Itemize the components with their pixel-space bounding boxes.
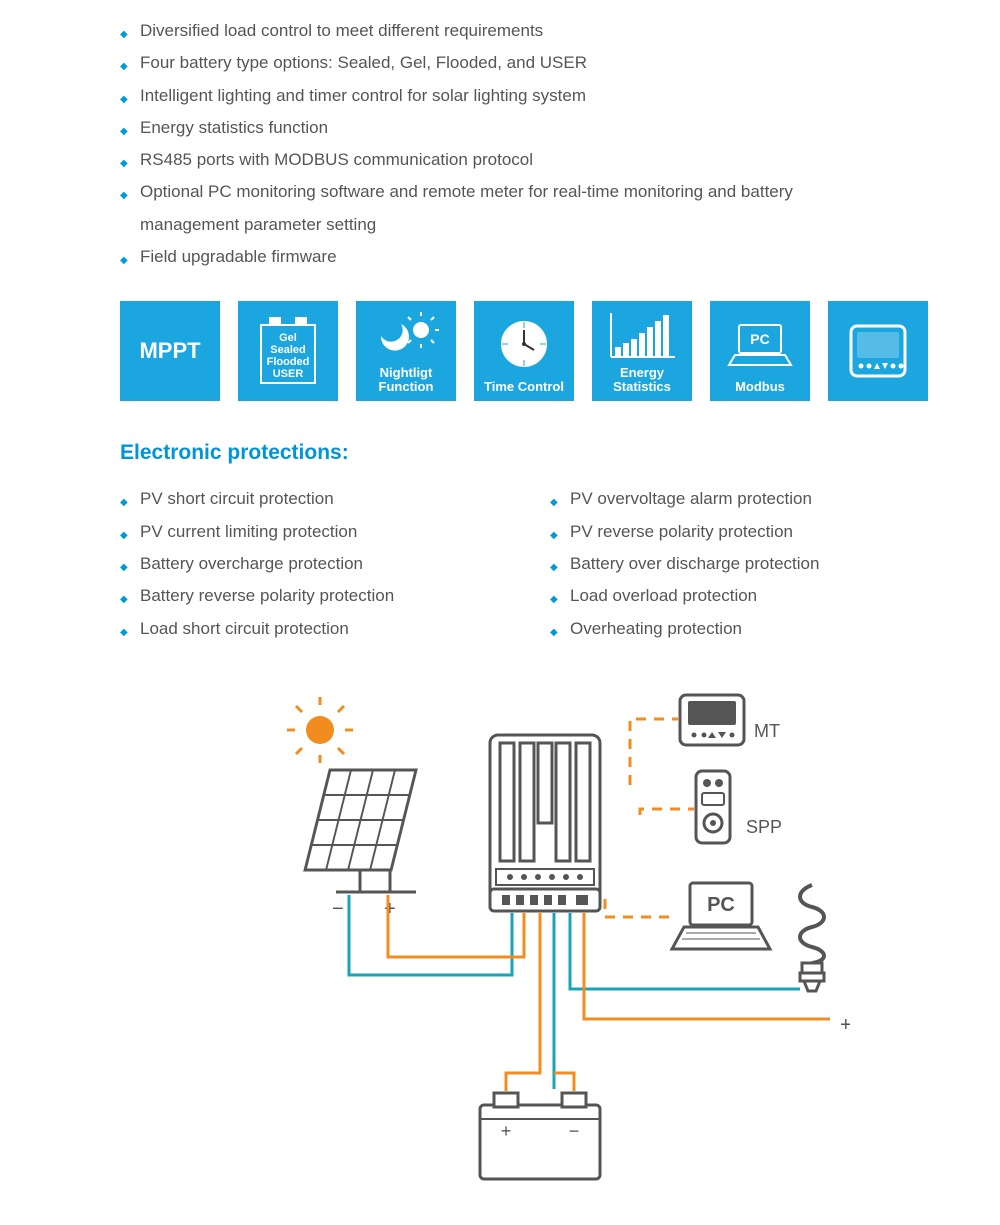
mt-label: MT <box>754 721 780 741</box>
protection-item: Load overload protection <box>550 580 940 612</box>
feature-item-continuation: management parameter setting <box>120 209 940 241</box>
mppt-text-icon: MPPT <box>126 307 214 395</box>
feature-item: Optional PC monitoring software and remo… <box>120 176 940 208</box>
moon-sun-icon <box>362 307 450 365</box>
svg-text:Sealed: Sealed <box>270 344 305 356</box>
load-plus-label: + <box>840 1014 850 1036</box>
protection-item: Battery over discharge protection <box>550 548 940 580</box>
feature-tiles-row: MPPT Gel Sealed Flooded USER <box>120 301 940 401</box>
bar-chart-icon <box>598 307 686 365</box>
protection-item: Overheating protection <box>550 613 940 645</box>
protection-item: PV short circuit protection <box>120 483 510 515</box>
sun-icon <box>287 697 353 763</box>
tile-energy-stats: Energy Statistics <box>592 301 692 401</box>
load-bulb-icon <box>800 885 824 991</box>
tile-time-control: Time Control <box>474 301 574 401</box>
battery-types-icon: Gel Sealed Flooded USER <box>244 307 332 395</box>
pv-plus-label: + <box>384 898 396 920</box>
solar-panel-icon <box>305 770 416 892</box>
protection-item: Load short circuit protection <box>120 613 510 645</box>
feature-item: Intelligent lighting and timer control f… <box>120 80 940 112</box>
comm-wires <box>605 719 694 917</box>
protection-item: PV overvoltage alarm protection <box>550 483 940 515</box>
meter-icon <box>834 307 922 395</box>
feature-item: Field upgradable firmware <box>120 241 940 273</box>
positive-wires <box>388 895 830 1091</box>
protections-right: PV overvoltage alarm protection PV rever… <box>550 483 940 644</box>
tile-mppt: MPPT <box>120 301 220 401</box>
controller-icon <box>490 735 600 911</box>
battery-icon: + − <box>480 1093 600 1179</box>
spp-sensor-icon <box>696 771 730 843</box>
spp-label: SPP <box>746 817 782 837</box>
pc-laptop-icon: PC <box>672 883 770 949</box>
protection-item: PV current limiting protection <box>120 516 510 548</box>
system-diagram: − + MT <box>120 675 940 1185</box>
clock-icon <box>480 307 568 380</box>
tile-pc-modbus: PC Modbus <box>710 301 810 401</box>
svg-text:Flooded: Flooded <box>267 356 310 368</box>
feature-item: RS485 ports with MODBUS communication pr… <box>120 144 940 176</box>
protections-left: PV short circuit protection PV current l… <box>120 483 510 644</box>
protection-item: Battery overcharge protection <box>120 548 510 580</box>
svg-text:PC: PC <box>750 331 769 347</box>
tile-label: Time Control <box>484 380 564 395</box>
protection-item: Battery reverse polarity protection <box>120 580 510 612</box>
mt-meter-icon <box>680 695 744 745</box>
feature-list: Diversified load control to meet differe… <box>120 15 940 273</box>
feature-item: Diversified load control to meet differe… <box>120 15 940 47</box>
tile-nightlight: Nightligt Function <box>356 301 456 401</box>
svg-text:Gel: Gel <box>279 332 297 344</box>
electronic-protections-heading: Electronic protections: <box>120 441 940 465</box>
protections-columns: PV short circuit protection PV current l… <box>120 483 940 644</box>
svg-text:+: + <box>501 1121 512 1141</box>
protection-item: PV reverse polarity protection <box>550 516 940 548</box>
tile-label: Modbus <box>735 380 785 395</box>
tile-label: Nightligt Function <box>379 366 434 396</box>
tile-meter <box>828 301 928 401</box>
tile-label: Energy Statistics <box>613 366 671 396</box>
feature-item: Four battery type options: Sealed, Gel, … <box>120 47 940 79</box>
svg-text:PC: PC <box>707 894 735 916</box>
svg-text:USER: USER <box>273 368 304 380</box>
pv-minus-label: − <box>332 898 344 920</box>
laptop-icon: PC <box>716 307 804 380</box>
feature-item: Energy statistics function <box>120 112 940 144</box>
tile-battery-types: Gel Sealed Flooded USER <box>238 301 338 401</box>
svg-text:−: − <box>569 1121 580 1141</box>
